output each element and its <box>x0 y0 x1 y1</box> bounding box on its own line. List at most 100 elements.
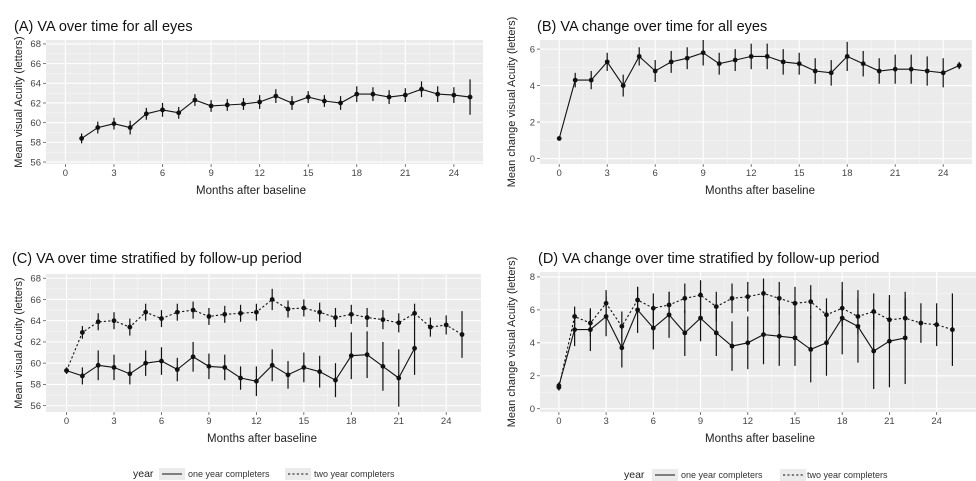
x-tick-label: 6 <box>651 416 656 427</box>
data-point <box>572 77 578 83</box>
data-point <box>716 61 722 67</box>
data-point <box>127 371 133 377</box>
data-point <box>745 294 751 300</box>
y-tick-label: 6 <box>530 44 535 55</box>
data-point <box>808 299 814 305</box>
plot-background <box>540 272 976 412</box>
chart-title: (A) VA over time for all eyes <box>14 19 193 35</box>
x-tick-label: 0 <box>63 168 68 179</box>
data-point <box>839 305 845 311</box>
data-point <box>190 354 196 360</box>
y-tick-label: 6 <box>530 305 535 316</box>
data-point <box>876 68 882 74</box>
x-tick-label: 18 <box>837 416 848 427</box>
data-point <box>902 315 908 321</box>
data-point <box>143 309 149 315</box>
data-point <box>305 94 311 100</box>
y-tick-label: 64 <box>30 316 41 327</box>
data-point <box>174 309 180 315</box>
data-point <box>269 362 275 368</box>
data-point <box>956 63 962 68</box>
y-axis-label: Mean visual Acuity (letters) <box>13 36 25 167</box>
data-point <box>435 91 441 97</box>
panel-a: 0 3 6 9 12 15 18 21 24 56 58 60 62 64 66 68 (A) VA over … <box>13 19 483 197</box>
legend-title: year <box>624 469 645 481</box>
x-tick-label: 12 <box>742 416 753 427</box>
legend-label: two year completers <box>807 470 888 480</box>
data-point <box>761 332 766 337</box>
chart-title: (B) VA change over time for all eyes <box>537 19 767 35</box>
data-point <box>650 325 656 331</box>
data-point <box>224 102 230 108</box>
x-axis-label: Months after baseline <box>207 433 317 445</box>
data-point <box>289 100 295 106</box>
x-tick-label: 21 <box>884 416 895 427</box>
x-tick-label: 18 <box>842 168 853 179</box>
y-tick-label: 4 <box>530 81 535 92</box>
data-point <box>238 375 243 381</box>
data-point <box>111 365 117 370</box>
y-tick-label: 66 <box>30 59 41 70</box>
data-point <box>79 373 85 379</box>
data-point <box>887 317 892 323</box>
legend-label: one year completers <box>681 470 763 480</box>
data-point <box>241 101 246 107</box>
x-tick-label: 6 <box>653 168 658 179</box>
data-point <box>824 312 829 318</box>
data-point <box>588 77 594 83</box>
x-tick-label: 3 <box>111 168 116 179</box>
legend-title: year <box>133 468 154 480</box>
data-point <box>443 322 449 328</box>
data-point <box>159 316 164 321</box>
y-tick-label: 4 <box>530 338 535 349</box>
data-point <box>253 309 259 315</box>
data-point <box>174 367 180 372</box>
data-point <box>396 375 402 381</box>
data-point <box>79 136 85 141</box>
y-tick-label: 60 <box>30 118 41 129</box>
data-point <box>222 311 228 317</box>
data-point <box>451 92 457 98</box>
data-point <box>924 68 930 74</box>
data-point <box>206 314 212 319</box>
data-point <box>668 59 674 65</box>
x-tick-label: 24 <box>938 168 949 179</box>
data-point <box>111 121 117 127</box>
data-point <box>713 330 719 336</box>
data-point <box>143 360 149 366</box>
data-point <box>321 98 327 104</box>
data-point <box>127 324 133 330</box>
data-point <box>402 92 408 98</box>
data-point <box>64 368 69 373</box>
data-point <box>380 363 386 369</box>
data-point <box>636 54 642 59</box>
data-point <box>764 54 770 59</box>
series-line <box>558 52 960 139</box>
x-tick-label: 0 <box>556 416 561 427</box>
x-tick-label: 18 <box>351 168 362 179</box>
data-point <box>860 61 866 67</box>
data-point <box>208 103 214 109</box>
data-point <box>604 59 610 65</box>
legend-label: two year completers <box>314 469 395 479</box>
x-tick-label: 3 <box>605 168 610 179</box>
data-point <box>918 320 924 326</box>
data-point <box>934 322 940 328</box>
y-tick-label: 2 <box>530 371 535 382</box>
data-point <box>587 320 593 326</box>
x-tick-label: 12 <box>251 416 262 427</box>
data-point <box>949 327 955 333</box>
data-point <box>159 358 164 364</box>
data-point <box>396 320 402 326</box>
data-point <box>338 100 343 106</box>
data-point <box>285 306 291 312</box>
data-point <box>682 295 688 301</box>
x-tick-label: 9 <box>206 416 211 427</box>
data-point <box>427 324 433 330</box>
data-point <box>732 57 738 63</box>
y-axis-label: Mean visual Acuity (letters) <box>13 277 25 408</box>
y-tick-label: 68 <box>30 39 41 50</box>
y-tick-label: 0 <box>530 404 535 415</box>
x-tick-label: 15 <box>299 416 310 427</box>
